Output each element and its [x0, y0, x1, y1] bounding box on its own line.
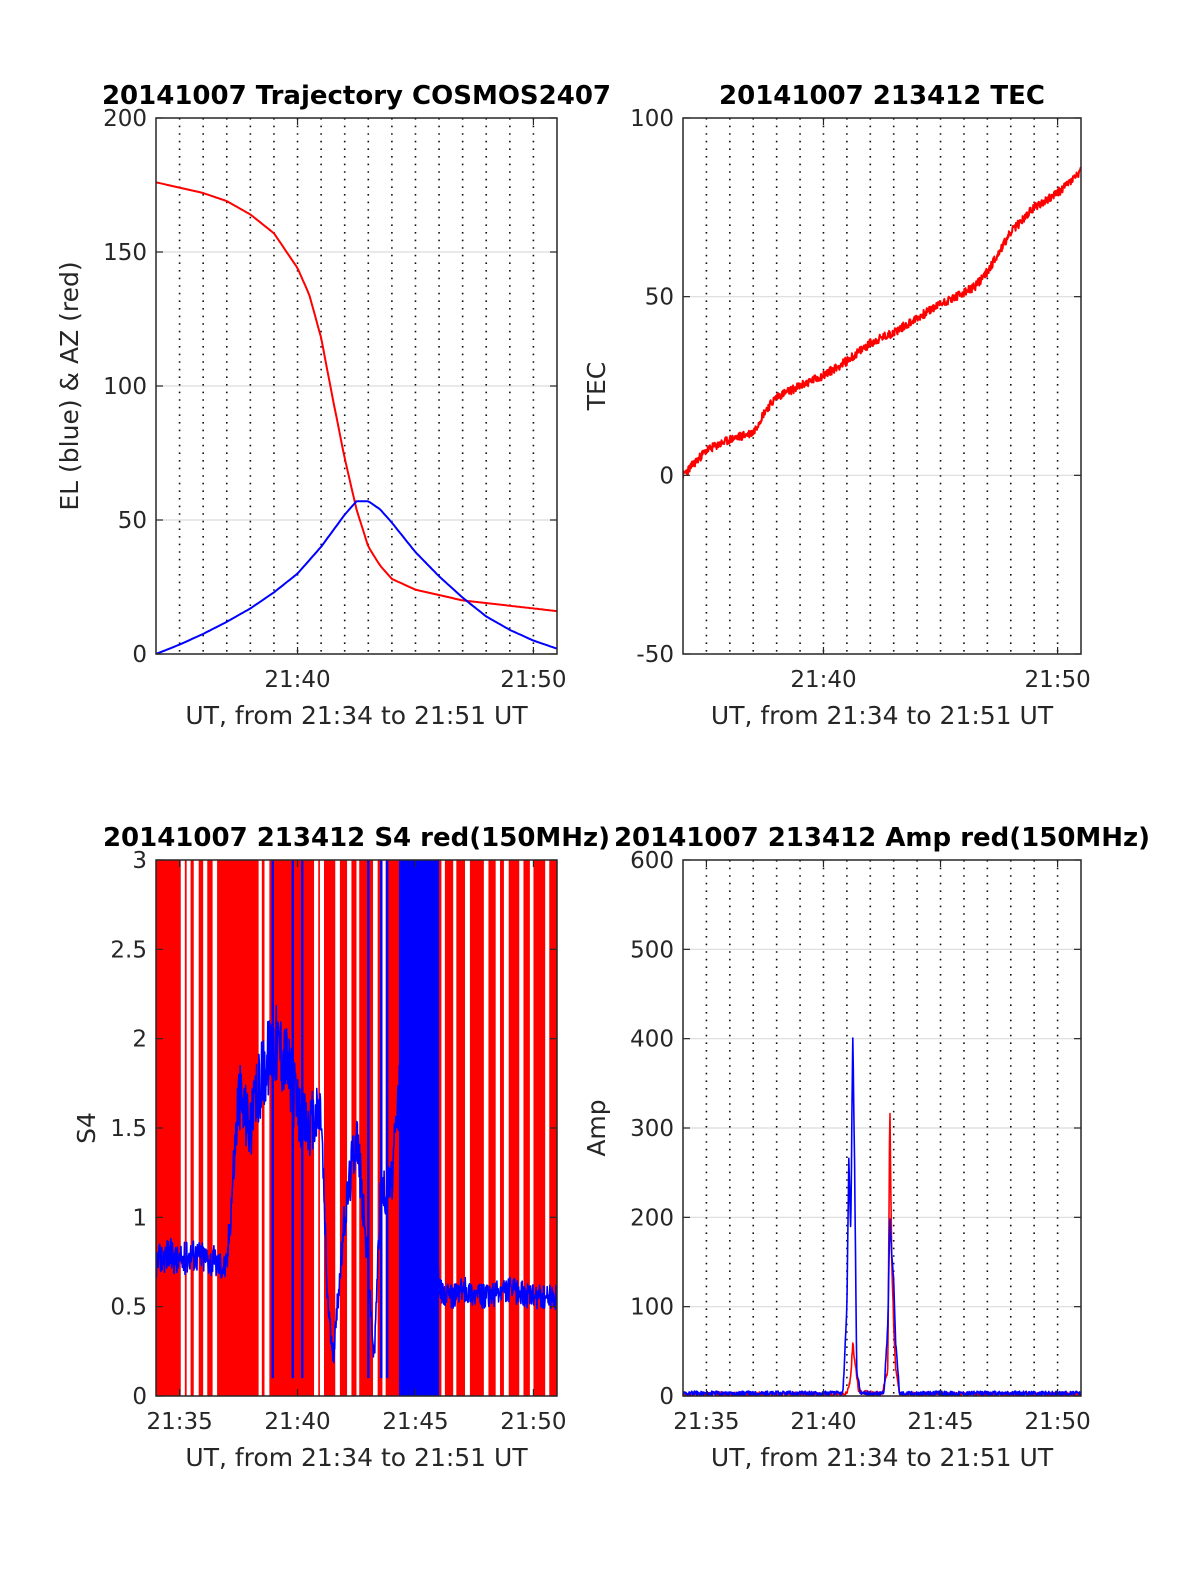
y-tick-label: 1 — [132, 1205, 147, 1231]
y-tick-label: 100 — [630, 106, 674, 132]
amp-axes-box — [682, 859, 1082, 1397]
y-tick-label: 3 — [132, 848, 147, 874]
y-tick-label: 200 — [103, 106, 147, 132]
x-tick-label: 21:50 — [1024, 1409, 1090, 1435]
series-line-s4-blue — [156, 860, 557, 1364]
series-line-az-red- — [156, 181, 557, 613]
y-tick-label: 400 — [630, 1027, 674, 1053]
s4-red-gap — [203, 860, 208, 1396]
y-tick-label: 150 — [103, 240, 147, 266]
x-tick-label: 21:50 — [1024, 667, 1090, 693]
y-tick-label: 600 — [630, 848, 674, 874]
y-tick-label: 0 — [132, 1384, 147, 1410]
y-tick-label: 0 — [659, 1384, 674, 1410]
x-tick-label: 21:40 — [264, 1409, 330, 1435]
s4-red-gap — [382, 860, 386, 1396]
y-tick-label: 0.5 — [110, 1295, 147, 1321]
amp-x-label: UT, from 21:34 to 21:51 UT — [711, 1443, 1054, 1472]
y-tick-label: 1.5 — [110, 1116, 147, 1142]
y-tick-label: 2.5 — [110, 937, 147, 963]
s4-red-gap — [519, 860, 524, 1396]
s4-x-label: UT, from 21:34 to 21:51 UT — [185, 1443, 528, 1472]
amp-y-label: Amp — [582, 1099, 611, 1156]
trajectory-title: 20141007 Trajectory COSMOS2407 — [102, 81, 611, 111]
s4-red-gap — [495, 860, 501, 1396]
s4-red-gap — [453, 860, 457, 1396]
tec-title: 20141007 213412 TEC — [719, 81, 1045, 111]
x-tick-label: 21:45 — [907, 1409, 973, 1435]
s4-red-gap — [212, 860, 218, 1396]
y-tick-label: 100 — [103, 374, 147, 400]
x-tick-label: 21:35 — [673, 1409, 739, 1435]
s4-red-gap — [545, 860, 550, 1396]
s4-red-gap — [373, 860, 378, 1396]
x-tick-label: 21:35 — [146, 1409, 212, 1435]
y-tick-label: 50 — [645, 285, 674, 311]
s4-red-gap — [503, 860, 509, 1396]
trajectory-panel: 0 50 100 150 200 21:40 21:50 20141007 Trajecto… — [55, 81, 611, 730]
amp-title: 20141007 213412 Amp red(150MHz) — [614, 823, 1150, 853]
trajectory-y-label: EL (blue) & AZ (red) — [55, 261, 84, 510]
s4-red-gap — [529, 860, 534, 1396]
y-tick-label: 0 — [659, 463, 674, 489]
s4-panel: 0 0.5 1 1.5 2 2.5 3 21:35 21:40 21:45 21:50 201410… — [72, 823, 610, 1472]
y-tick-label: 100 — [630, 1295, 674, 1321]
s4-red-gap — [465, 860, 470, 1396]
x-tick-label: 21:40 — [790, 667, 856, 693]
y-tick-label: -50 — [636, 642, 674, 668]
s4-red-gap — [186, 860, 191, 1396]
y-tick-label: 500 — [630, 937, 674, 963]
s4-red-gap — [193, 860, 199, 1396]
y-tick-label: 2 — [132, 1027, 147, 1053]
series-line-tec — [683, 166, 1081, 479]
s4-red-gap — [180, 860, 185, 1396]
x-tick-label: 21:50 — [500, 667, 566, 693]
series-line-amp-blue — [683, 1037, 1081, 1396]
tec-axes-box — [682, 117, 1082, 655]
s4-title: 20141007 213412 S4 red(150MHz) — [103, 823, 610, 853]
trajectory-axes-box — [155, 117, 558, 655]
s4-axes-box — [155, 859, 558, 1397]
s4-red-gap — [335, 860, 340, 1396]
y-tick-label: 300 — [630, 1116, 674, 1142]
x-tick-label: 21:50 — [500, 1409, 566, 1435]
s4-red-gap — [258, 860, 262, 1396]
s4-blue-saturated-band — [398, 860, 440, 1396]
s4-red-gap — [264, 860, 270, 1396]
s4-red-gap — [319, 860, 324, 1396]
s4-red-gap — [441, 860, 445, 1396]
tec-y-label: TEC — [582, 362, 611, 412]
s4-y-label: S4 — [72, 1112, 101, 1144]
series-line-el-blue- — [156, 500, 557, 654]
y-tick-label: 0 — [132, 642, 147, 668]
y-tick-label: 200 — [630, 1205, 674, 1231]
trajectory-x-label: UT, from 21:34 to 21:51 UT — [185, 701, 528, 730]
x-tick-label: 21:45 — [382, 1409, 448, 1435]
tec-x-label: UT, from 21:34 to 21:51 UT — [711, 701, 1054, 730]
y-tick-label: 50 — [118, 508, 147, 534]
s4-red-gap — [347, 860, 352, 1396]
s4-red-gap — [483, 860, 489, 1396]
x-tick-label: 21:40 — [264, 667, 330, 693]
x-tick-label: 21:40 — [790, 1409, 856, 1435]
